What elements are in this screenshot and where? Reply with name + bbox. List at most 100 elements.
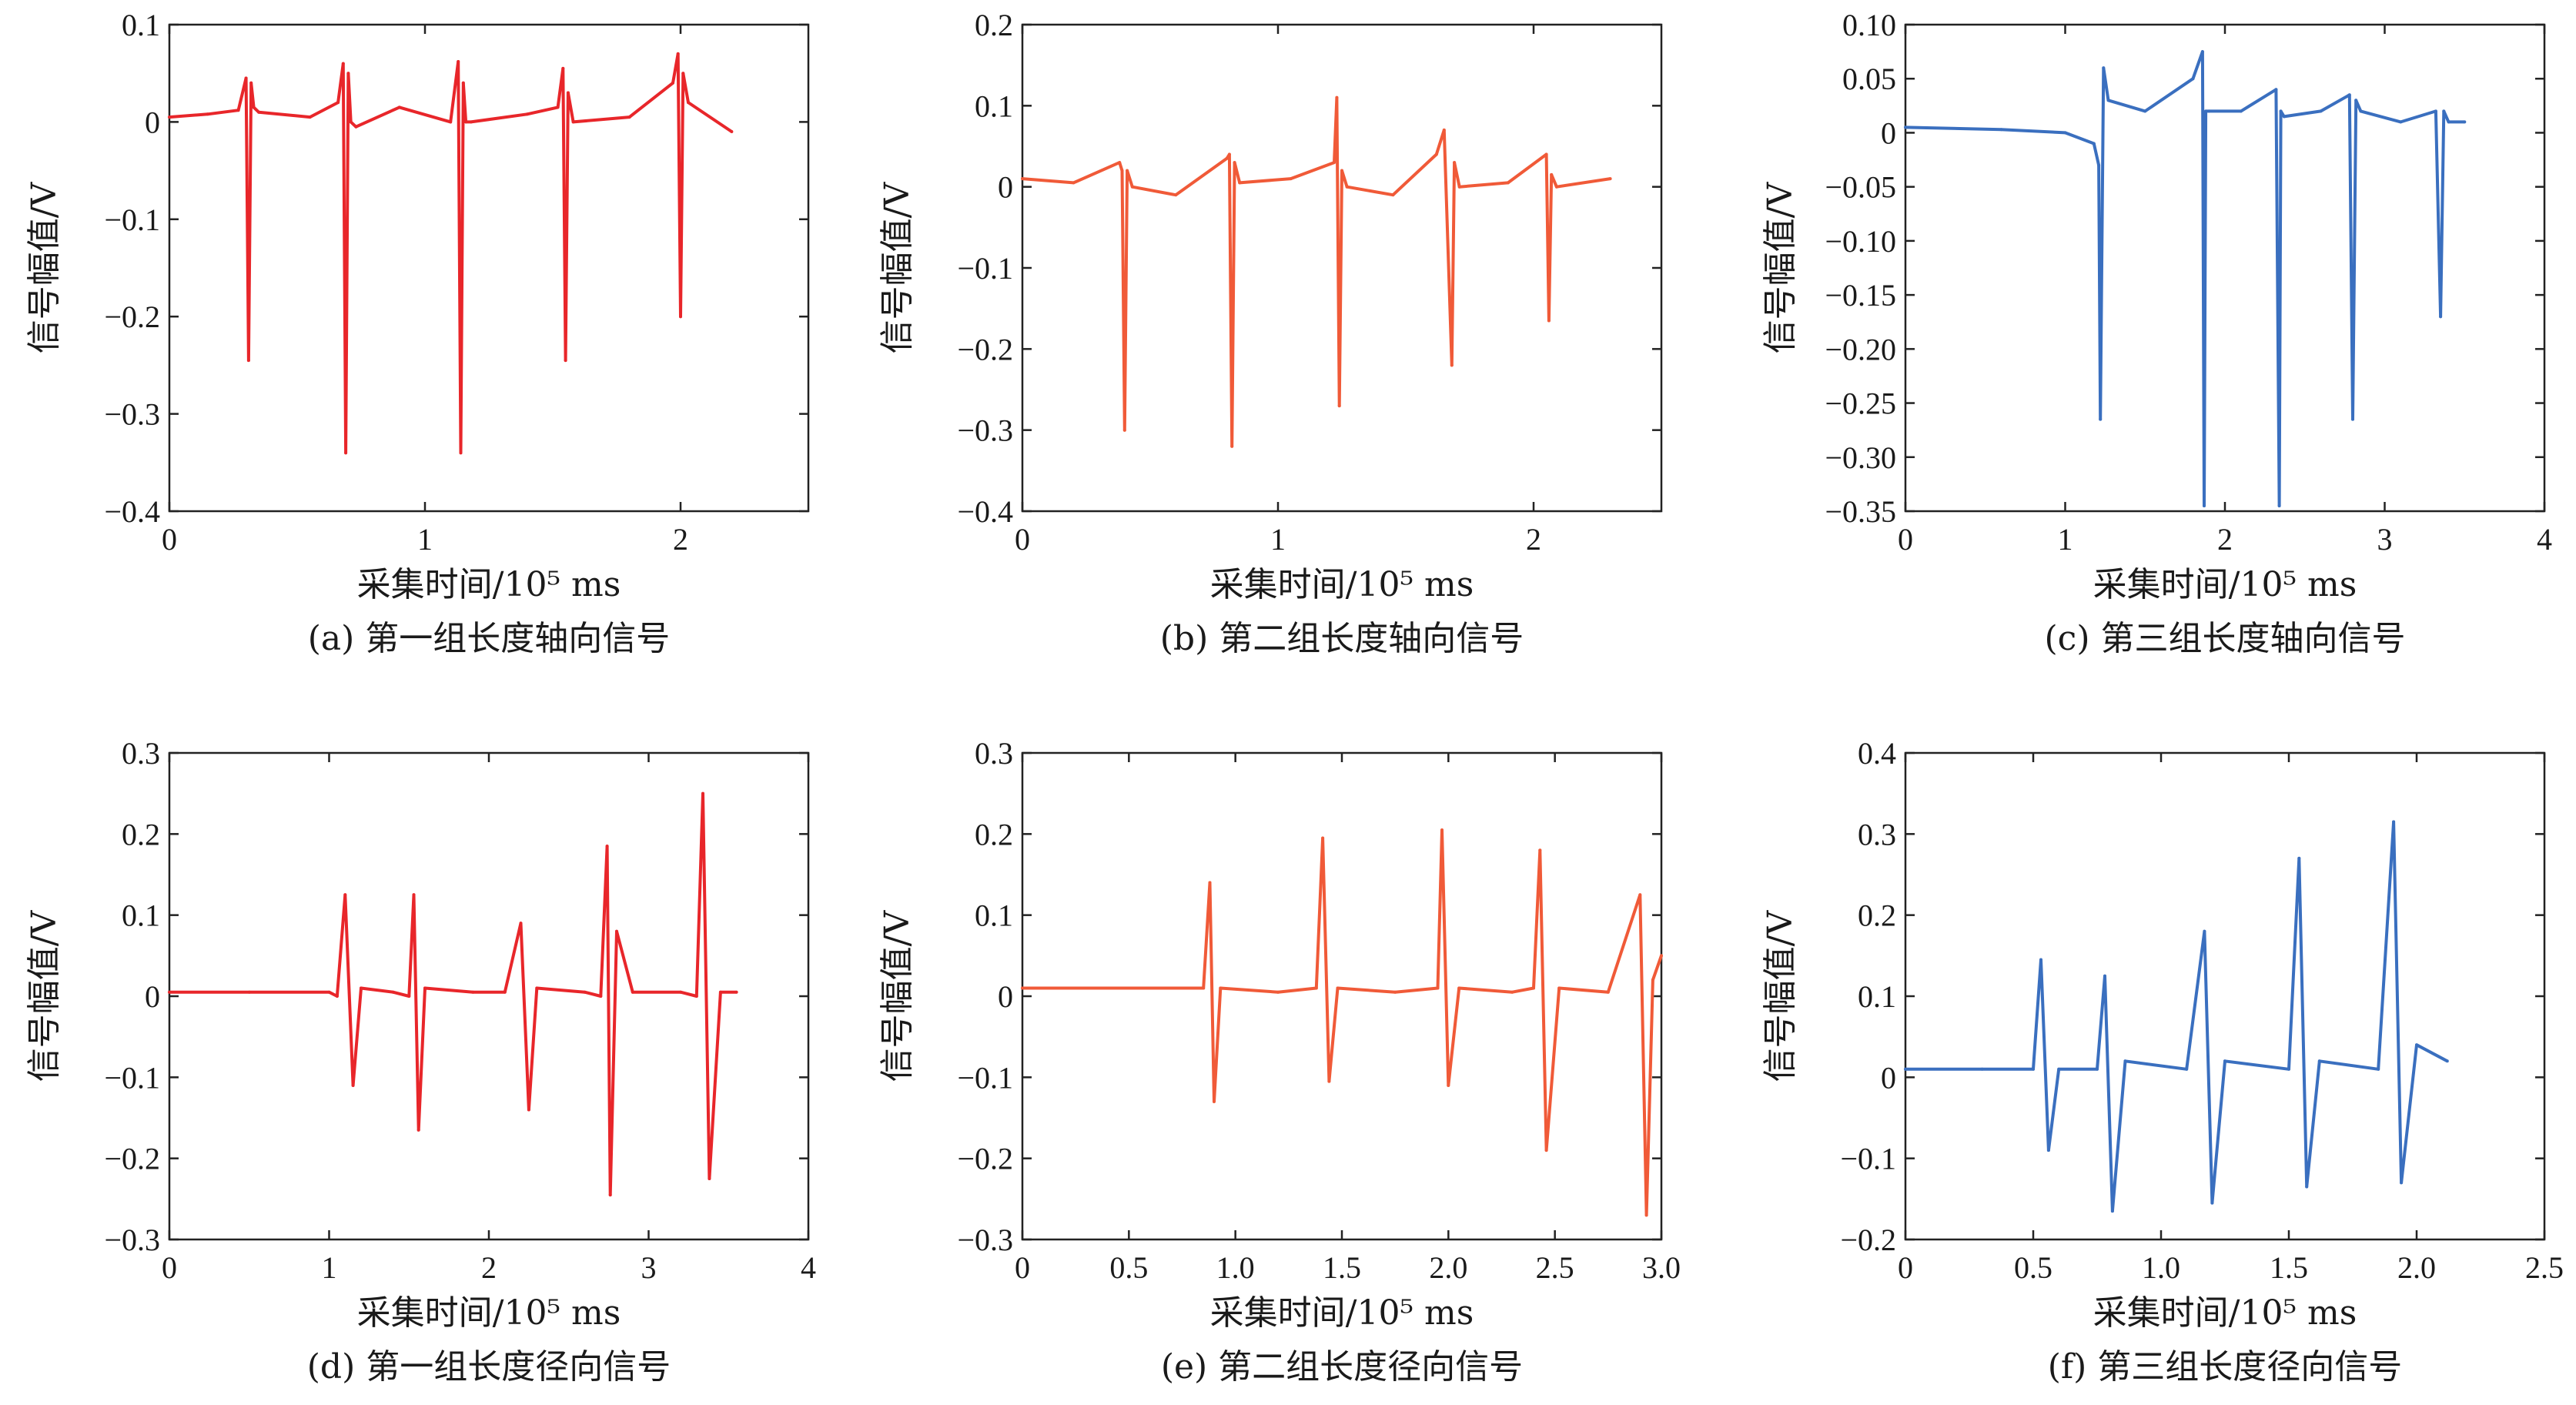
data-point xyxy=(566,91,570,95)
data-point xyxy=(459,451,463,455)
data-point xyxy=(2102,66,2106,70)
data-point xyxy=(2392,820,2396,824)
data-point xyxy=(1538,848,1542,852)
data-point xyxy=(1660,954,1663,958)
y-axis-title: 信号幅值/V xyxy=(878,181,917,353)
y-tick-label: 0.1 xyxy=(122,8,160,42)
data-point xyxy=(561,66,565,70)
y-tick-label: −0.2 xyxy=(104,1142,160,1176)
x-tick-label: 2.0 xyxy=(1429,1250,1467,1285)
data-point xyxy=(2096,1067,2099,1071)
data-point xyxy=(1106,986,1109,990)
data-point xyxy=(1345,185,1349,189)
x-tick-label: 1.0 xyxy=(2142,1250,2180,1285)
y-tick-label: −0.25 xyxy=(1825,386,1896,421)
y-tick-label: 0 xyxy=(1881,1060,1896,1095)
data-point xyxy=(2447,120,2451,124)
data-point xyxy=(2191,77,2195,81)
data-point xyxy=(344,451,348,455)
data-point xyxy=(1238,181,1242,185)
data-point xyxy=(236,109,240,112)
data-point xyxy=(2442,109,2446,113)
data-point xyxy=(2057,1067,2061,1071)
data-point xyxy=(2210,1201,2214,1205)
data-point xyxy=(2377,1067,2380,1071)
y-tick-label: −0.30 xyxy=(1825,440,1896,475)
data-point xyxy=(1021,986,1024,990)
data-point xyxy=(2039,958,2042,962)
y-tick-label: −0.1 xyxy=(1840,1142,1896,1176)
y-tick-label: 0.3 xyxy=(1858,817,1896,851)
plot-frame xyxy=(1904,23,2546,513)
data-point xyxy=(2277,504,2281,507)
data-point xyxy=(1638,893,1642,897)
data-point xyxy=(2097,163,2101,167)
data-point xyxy=(469,120,473,124)
data-point xyxy=(1544,152,1548,156)
x-tick-label: 0 xyxy=(1015,1250,1030,1285)
data-point xyxy=(2185,1067,2189,1071)
data-point xyxy=(1506,181,1510,185)
chart-panel-a: −0.4 −0.3 −0.2 −0.1 0 0.1 0 1 2 采集时间/10⁵ ms 信号幅值/V… xyxy=(25,8,810,658)
panel-caption: (a) 第一组长度轴向信号 xyxy=(308,619,671,658)
data-point xyxy=(1510,990,1514,994)
y-tick-label: −0.1 xyxy=(104,1060,160,1095)
data-point xyxy=(2106,99,2110,102)
y-tick-label: −0.3 xyxy=(957,413,1013,448)
data-point xyxy=(1904,125,1907,129)
plot-frame xyxy=(1904,751,2546,1241)
x-axis-title: 采集时间/10⁵ ms xyxy=(2093,1293,2357,1333)
data-point xyxy=(1202,986,1206,990)
plot-frame xyxy=(168,23,810,513)
data-point xyxy=(1174,193,1178,197)
data-point xyxy=(734,990,738,994)
data-point xyxy=(206,112,209,116)
data-point xyxy=(2297,856,2301,860)
data-point xyxy=(1557,986,1561,990)
data-point xyxy=(1276,990,1280,994)
data-point xyxy=(1904,1067,1907,1071)
data-point xyxy=(519,922,523,925)
data-point xyxy=(564,359,567,363)
data-point xyxy=(2282,115,2286,119)
data-point xyxy=(1122,428,1126,432)
x-tick-label: 0 xyxy=(1898,522,1913,557)
x-tick-label: 0 xyxy=(162,1250,177,1285)
data-point xyxy=(2046,1149,2050,1152)
x-tick-label: 2 xyxy=(481,1250,497,1285)
data-point xyxy=(461,81,465,85)
data-point xyxy=(2274,88,2278,92)
data-point xyxy=(2400,1181,2404,1185)
y-axis-title: 信号幅值/V xyxy=(25,909,64,1082)
y-tick-label: −0.2 xyxy=(1840,1223,1896,1257)
data-point xyxy=(397,105,401,109)
y-tick-label: 0 xyxy=(998,170,1013,205)
chart-panel-c: −0.35 −0.30 −0.25 −0.20 −0.15 −0.10 −0.05 0 0.05… xyxy=(1761,8,2552,658)
data-point xyxy=(2110,1209,2114,1213)
y-axis-title: 信号幅值/V xyxy=(1761,909,1800,1082)
data-point xyxy=(1337,404,1341,408)
data-point xyxy=(556,105,560,109)
data-point xyxy=(2200,50,2204,54)
x-tick-label: 0 xyxy=(1015,522,1030,557)
data-point xyxy=(2203,929,2206,933)
data-point xyxy=(679,990,682,994)
data-point xyxy=(1327,1079,1331,1083)
data-point xyxy=(2103,974,2106,978)
y-tick-label: 0.1 xyxy=(1858,979,1896,1014)
signal-line xyxy=(1905,820,2448,1213)
data-point xyxy=(2239,109,2243,113)
x-tick-label: 0.5 xyxy=(2014,1250,2052,1285)
x-tick-label: 1 xyxy=(322,1250,337,1285)
y-tick-label: 0.4 xyxy=(1858,736,1896,771)
data-point xyxy=(679,315,682,319)
y-axis-title: 信号幅值/V xyxy=(1761,181,1800,353)
data-point xyxy=(1393,990,1397,994)
signal-line xyxy=(169,52,733,455)
data-point xyxy=(1219,986,1223,990)
data-point xyxy=(1550,172,1554,176)
y-tick-label: −0.15 xyxy=(1825,278,1896,313)
x-tick-label: 1.5 xyxy=(2270,1250,2308,1285)
y-tick-label: 0.2 xyxy=(975,817,1013,851)
